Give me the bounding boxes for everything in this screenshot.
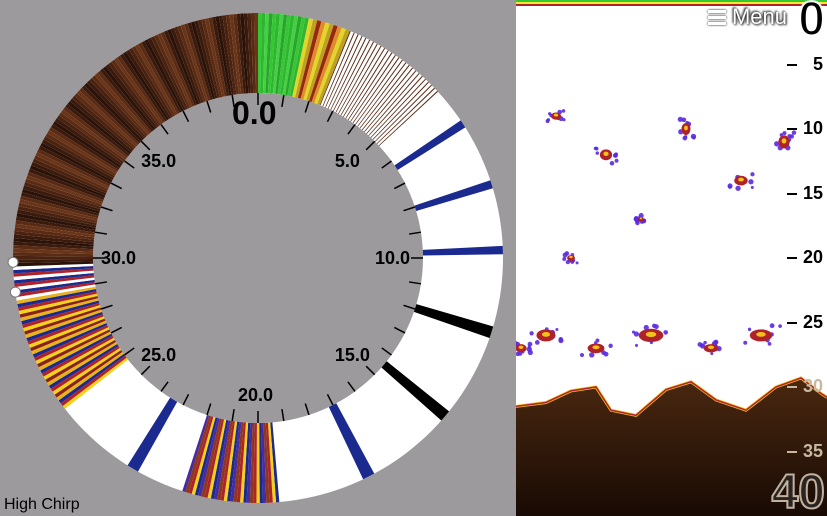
flasher-scale-label: 35.0 bbox=[141, 151, 176, 172]
flasher-scale-label: 10.0 bbox=[375, 248, 410, 269]
depth-tick-mark bbox=[787, 128, 797, 130]
hamburger-icon bbox=[708, 10, 726, 25]
depth-tick-label: 10 bbox=[803, 118, 823, 139]
depth-tick-mark bbox=[787, 257, 797, 259]
depth-tick-label: 15 bbox=[803, 183, 823, 204]
depth-range-top-label: 0 bbox=[798, 0, 825, 47]
depth-tick-mark bbox=[787, 386, 797, 388]
menu-label: Menu bbox=[732, 4, 787, 30]
depth-tick-label: 5 bbox=[813, 54, 823, 75]
flasher-scale-label: 30.0 bbox=[101, 248, 136, 269]
flasher-zero-label: 0.0 bbox=[232, 95, 276, 132]
flasher-dial bbox=[0, 0, 516, 516]
depth-tick-mark bbox=[787, 64, 797, 66]
flasher-scale-label: 15.0 bbox=[335, 345, 370, 366]
depth-tick-label: 35 bbox=[803, 441, 823, 462]
flasher-scale-label: 20.0 bbox=[238, 385, 273, 406]
depth-range-bottom-label: 40 bbox=[772, 465, 825, 516]
sonar-split-view: 0.0 5.0 10.0 15.0 20.0 25.0 30.0 35.0 High Chi… bbox=[0, 0, 827, 516]
depth-tick-mark bbox=[787, 322, 797, 324]
flasher-panel[interactable]: 0.0 5.0 10.0 15.0 20.0 25.0 30.0 35.0 High Chi… bbox=[0, 0, 516, 516]
sonar-history-svg bbox=[516, 0, 827, 516]
depth-tick-mark bbox=[787, 451, 797, 453]
flasher-scale-label: 25.0 bbox=[141, 345, 176, 366]
depth-tick-mark bbox=[787, 193, 797, 195]
sonar-history-panel[interactable]: Menu 0 40 5 10 15 20 25 30 35 bbox=[516, 0, 827, 516]
menu-button[interactable]: Menu bbox=[708, 4, 787, 30]
depth-tick-label: 30 bbox=[803, 376, 823, 397]
sonar-mode-label: High Chirp bbox=[4, 496, 80, 514]
flasher-scale-label: 5.0 bbox=[335, 151, 360, 172]
depth-tick-label: 20 bbox=[803, 247, 823, 268]
depth-tick-label: 25 bbox=[803, 312, 823, 333]
